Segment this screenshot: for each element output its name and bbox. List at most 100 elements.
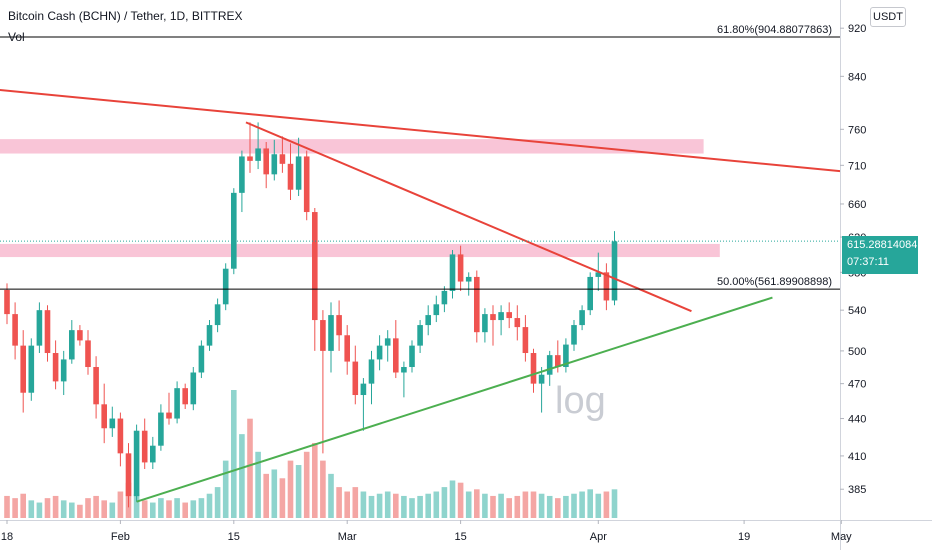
volume-bar bbox=[474, 489, 480, 518]
currency-selector-button[interactable]: USDT bbox=[870, 7, 906, 27]
candle-body bbox=[247, 156, 253, 161]
candle-body bbox=[449, 254, 456, 291]
volume-bar bbox=[320, 460, 326, 518]
x-tick-label: Feb bbox=[111, 531, 130, 543]
candle-body bbox=[546, 355, 553, 375]
candle-body bbox=[263, 148, 269, 175]
candle-body bbox=[101, 404, 107, 429]
volume-bar bbox=[449, 480, 456, 518]
candle-body bbox=[52, 353, 59, 382]
x-tick-label: May bbox=[831, 531, 852, 543]
volume-bar bbox=[555, 498, 561, 518]
x-tick-label: 15 bbox=[454, 531, 466, 543]
candle-body bbox=[328, 315, 334, 351]
candle-body bbox=[190, 372, 197, 405]
candle-body bbox=[368, 359, 375, 384]
plot-area bbox=[0, 36, 840, 518]
candle-body bbox=[498, 312, 504, 321]
volume-bar bbox=[514, 495, 521, 518]
volume-bar bbox=[4, 495, 10, 518]
y-tick-label: 540 bbox=[848, 305, 866, 317]
candle-body bbox=[417, 325, 423, 346]
candle-body bbox=[360, 383, 367, 396]
volume-bar bbox=[174, 498, 180, 518]
candle-body bbox=[522, 327, 529, 354]
candle-body bbox=[401, 367, 407, 373]
bar-countdown: 07:37:11 bbox=[847, 256, 890, 268]
current-price-value: 615.28814084 bbox=[847, 239, 918, 251]
volume-bar bbox=[571, 493, 577, 518]
fib-level-label-0: 61.80%(904.88077863) bbox=[717, 24, 832, 36]
volume-bar bbox=[433, 491, 440, 518]
volume-bar bbox=[158, 498, 164, 518]
log-scale-watermark: log bbox=[555, 380, 606, 422]
candle-body bbox=[409, 345, 415, 368]
volume-bar bbox=[206, 493, 213, 518]
volume-bar bbox=[303, 451, 310, 518]
y-tick-label: 440 bbox=[848, 414, 866, 426]
volume-bar bbox=[417, 495, 423, 518]
candle-body bbox=[158, 412, 164, 446]
candle-body bbox=[93, 367, 99, 405]
volume-bar bbox=[85, 498, 91, 518]
candle-body bbox=[579, 310, 585, 326]
candle-body bbox=[344, 335, 350, 362]
volume-bar bbox=[401, 495, 407, 518]
volume-bar bbox=[506, 498, 512, 518]
candle-body bbox=[141, 430, 148, 463]
volume-bar bbox=[465, 491, 472, 518]
candle-body bbox=[595, 272, 602, 277]
candle-body bbox=[320, 320, 326, 351]
y-tick-label: 710 bbox=[848, 160, 866, 172]
volume-bar bbox=[44, 498, 51, 518]
candle-body bbox=[125, 453, 132, 497]
volume-bar bbox=[141, 500, 148, 518]
candle-body bbox=[133, 430, 140, 497]
volume-bar bbox=[522, 491, 529, 518]
candle-body bbox=[465, 276, 472, 282]
candle-body bbox=[384, 338, 391, 346]
candle-body bbox=[352, 361, 359, 396]
volume-bar bbox=[214, 487, 221, 518]
candle-body bbox=[376, 345, 383, 360]
candle-body bbox=[514, 318, 521, 328]
volume-bar bbox=[20, 493, 26, 518]
candle-body bbox=[530, 353, 537, 384]
y-tick-label: 500 bbox=[848, 346, 866, 358]
candle-body bbox=[457, 254, 464, 282]
volume-bar bbox=[393, 493, 399, 518]
volume-bar bbox=[52, 495, 59, 518]
volume-bar bbox=[546, 495, 553, 518]
volume-bar bbox=[263, 473, 269, 518]
x-tick-label: 19 bbox=[738, 531, 750, 543]
chart-title: Bitcoin Cash (BCHN) / Tether, 1D, BITTRE… bbox=[8, 9, 243, 23]
candle-body bbox=[474, 276, 480, 333]
candle-body bbox=[206, 325, 213, 346]
candle-body bbox=[482, 314, 488, 333]
candle-body bbox=[60, 359, 67, 382]
candle-body bbox=[222, 268, 229, 305]
candle-body bbox=[611, 241, 618, 301]
candle-body bbox=[239, 156, 245, 193]
y-tick-label: 410 bbox=[848, 451, 866, 463]
y-tick-label: 470 bbox=[848, 379, 866, 391]
candle-body bbox=[12, 314, 18, 346]
candle-body bbox=[85, 340, 91, 368]
candle-body bbox=[28, 345, 35, 393]
candle-body bbox=[198, 345, 205, 373]
candle-body bbox=[255, 148, 261, 161]
x-tick-label: 18 bbox=[1, 531, 13, 543]
trendline-0 bbox=[0, 88, 840, 173]
volume-bar bbox=[490, 495, 496, 518]
candle-body bbox=[555, 355, 561, 368]
volume-bar bbox=[166, 500, 172, 518]
candle-body bbox=[433, 304, 440, 316]
volume-bar bbox=[60, 500, 67, 518]
volume-bar bbox=[425, 493, 431, 518]
y-tick-label: 385 bbox=[848, 484, 866, 496]
volume-bar bbox=[271, 469, 278, 518]
volume-bar bbox=[133, 493, 140, 518]
y-tick-label: 920 bbox=[848, 23, 866, 35]
volume-bar bbox=[579, 491, 585, 518]
